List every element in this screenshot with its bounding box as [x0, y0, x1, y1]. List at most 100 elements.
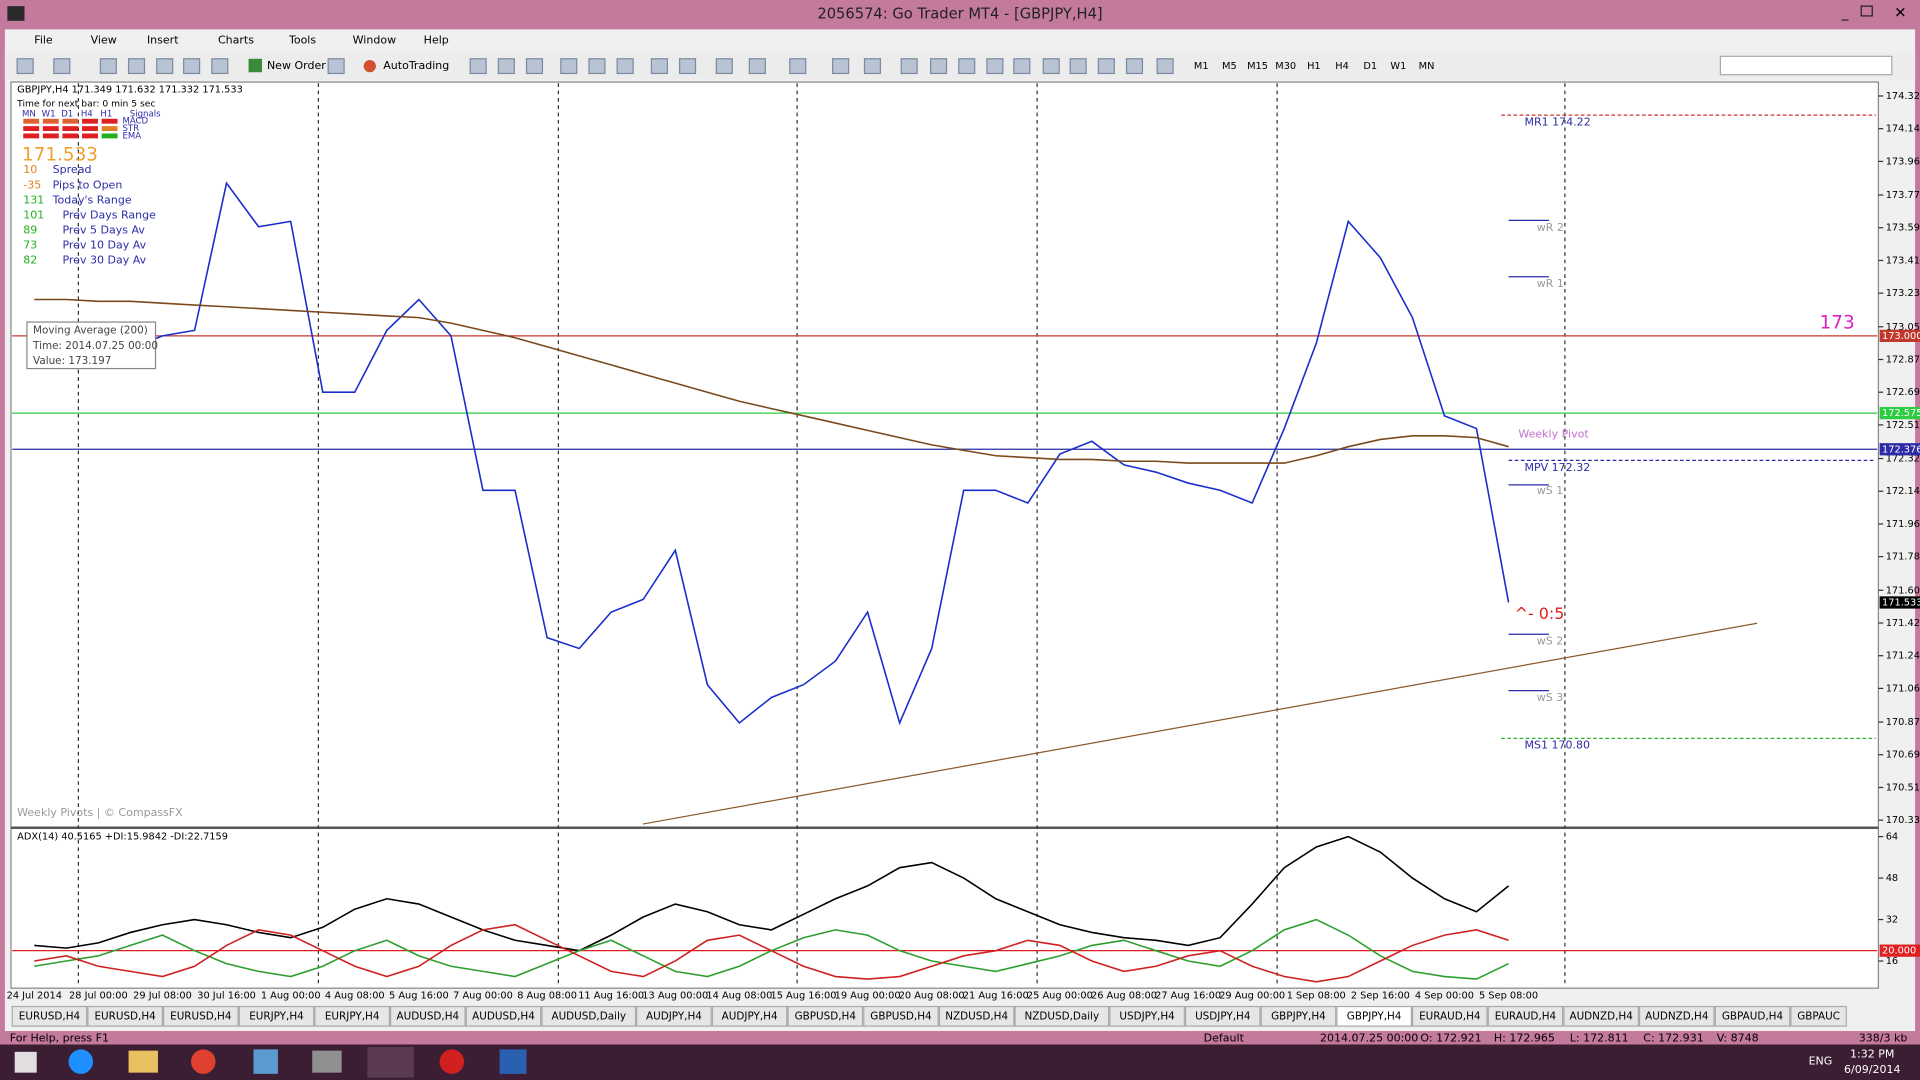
- toolbar-icon[interactable]: [211, 58, 229, 75]
- tab[interactable]: [1563, 1005, 1639, 1027]
- timeframe-button[interactable]: M5: [1222, 61, 1237, 72]
- timeframe-button[interactable]: M15: [1247, 61, 1268, 72]
- tab-label[interactable]: USDJPY,H4: [1119, 1010, 1175, 1022]
- explorer-icon[interactable]: [128, 1050, 158, 1073]
- timeframe-button[interactable]: H1: [1307, 61, 1321, 72]
- tab-label[interactable]: AUDUSD,H4: [472, 1010, 535, 1022]
- tab-label[interactable]: EURAUD,H4: [1419, 1010, 1481, 1022]
- tab[interactable]: [465, 1005, 542, 1027]
- tab[interactable]: [1487, 1005, 1564, 1027]
- toolbar-icon[interactable]: [789, 58, 807, 75]
- toolbar-icon[interactable]: [183, 58, 201, 75]
- app-icon-3[interactable]: [439, 1049, 465, 1074]
- tab-label[interactable]: GBPUSD,H4: [870, 1010, 932, 1022]
- tab-label[interactable]: GBPUSD,H4: [795, 1010, 857, 1022]
- new-order-button[interactable]: New Order: [267, 59, 326, 72]
- toolbar-icon[interactable]: [16, 58, 34, 75]
- tab[interactable]: [1638, 1005, 1715, 1027]
- tab-label[interactable]: AUDUSD,Daily: [551, 1010, 626, 1022]
- tab-label[interactable]: AUDJPY,H4: [722, 1010, 778, 1022]
- menu-item[interactable]: Help: [424, 33, 449, 46]
- tab[interactable]: [1714, 1005, 1791, 1027]
- timeframe-button[interactable]: D1: [1363, 61, 1377, 72]
- toolbar-icon[interactable]: [958, 58, 976, 75]
- timeframe-button[interactable]: M1: [1194, 61, 1209, 72]
- tab[interactable]: [390, 1005, 466, 1027]
- tab-label[interactable]: EURUSD,H4: [94, 1010, 156, 1022]
- tab[interactable]: [314, 1005, 391, 1027]
- toolbar-icon[interactable]: [156, 58, 174, 75]
- menu-item[interactable]: Window: [353, 33, 396, 46]
- tab[interactable]: [1014, 1005, 1110, 1027]
- word-icon[interactable]: [499, 1049, 527, 1074]
- menu-item[interactable]: Tools: [288, 33, 316, 46]
- tab[interactable]: [541, 1005, 637, 1027]
- app-icon-2[interactable]: [312, 1050, 342, 1073]
- tab[interactable]: [636, 1005, 712, 1027]
- toolbar-icon[interactable]: [1069, 58, 1087, 75]
- tab-label[interactable]: GBPAUD,H4: [1722, 1010, 1784, 1022]
- menu-item[interactable]: Insert: [147, 33, 179, 46]
- tab[interactable]: [1184, 1005, 1261, 1027]
- tab-label[interactable]: GBPJPY,H4: [1347, 1010, 1402, 1022]
- toolbar-icon[interactable]: [1042, 58, 1060, 75]
- toolbar-icon[interactable]: [560, 58, 578, 75]
- toolbar-icon[interactable]: [832, 58, 850, 75]
- tab[interactable]: [938, 1005, 1015, 1027]
- toolbar-icon[interactable]: [1156, 58, 1174, 75]
- tab[interactable]: [787, 1005, 864, 1027]
- toolbar-icon[interactable]: [1013, 58, 1031, 75]
- toolbar-icon[interactable]: [715, 58, 733, 75]
- toolbar-icon[interactable]: [986, 58, 1004, 75]
- toolbar-icon[interactable]: [525, 58, 544, 75]
- tab-label[interactable]: EURUSD,H4: [170, 1010, 232, 1022]
- tab-label[interactable]: AUDUSD,H4: [397, 1010, 460, 1022]
- toolbar-icon[interactable]: [99, 58, 117, 75]
- start-button[interactable]: [14, 1051, 37, 1073]
- tab-label[interactable]: AUDNZD,H4: [1569, 1010, 1633, 1022]
- toolbar-icon[interactable]: [748, 58, 766, 75]
- tab-label[interactable]: GBPJPY,H4: [1271, 1010, 1326, 1022]
- tab[interactable]: [1790, 1005, 1847, 1027]
- menu-item[interactable]: View: [91, 33, 117, 46]
- tab-label[interactable]: AUDJPY,H4: [646, 1010, 702, 1022]
- tab[interactable]: [711, 1005, 788, 1027]
- toolbar-icon[interactable]: [127, 58, 146, 75]
- toolbar-icon[interactable]: [678, 58, 697, 75]
- toolbar-icon[interactable]: [53, 58, 71, 75]
- toolbar-icon[interactable]: [588, 58, 606, 75]
- ie-icon[interactable]: [68, 1049, 94, 1074]
- menu-item[interactable]: Charts: [218, 33, 254, 46]
- auto-trading-button[interactable]: AutoTrading: [383, 59, 449, 72]
- close-button[interactable]: ✕: [1894, 4, 1906, 21]
- toolbar-icon[interactable]: [863, 58, 882, 75]
- tab[interactable]: [1411, 1005, 1488, 1027]
- tab-label[interactable]: USDJPY,H4: [1195, 1010, 1251, 1022]
- toolbar-icon[interactable]: [1125, 58, 1144, 75]
- toolbar-icon[interactable]: [900, 58, 918, 75]
- search-box[interactable]: [1719, 55, 1893, 76]
- toolbar-icon[interactable]: [616, 58, 634, 75]
- timeframe-button[interactable]: M30: [1275, 61, 1296, 72]
- tab-label[interactable]: EURUSD,H4: [19, 1010, 81, 1022]
- timeframe-button[interactable]: H4: [1335, 61, 1349, 72]
- tab[interactable]: [863, 1005, 939, 1027]
- menu-item[interactable]: File: [34, 33, 53, 46]
- mt4-task[interactable]: [367, 1046, 414, 1078]
- tab-label[interactable]: GBPAUC: [1797, 1010, 1840, 1022]
- minimize-button[interactable]: _: [1841, 6, 1849, 21]
- tab[interactable]: [162, 1005, 239, 1027]
- tab-label[interactable]: EURJPY,H4: [249, 1010, 304, 1022]
- tab[interactable]: [1260, 1005, 1337, 1027]
- toolbar-icon[interactable]: [930, 58, 948, 75]
- toolbar-icon[interactable]: [469, 58, 487, 75]
- tab-label[interactable]: AUDNZD,H4: [1645, 1010, 1709, 1022]
- maximize-button[interactable]: [1860, 5, 1873, 17]
- tab-label[interactable]: EURJPY,H4: [325, 1010, 380, 1022]
- tab[interactable]: [1109, 1005, 1185, 1027]
- tab-label[interactable]: NZDUSD,Daily: [1025, 1010, 1100, 1022]
- timeframe-button[interactable]: W1: [1390, 61, 1406, 72]
- tab[interactable]: [11, 1005, 88, 1027]
- toolbar-icon[interactable]: [327, 58, 345, 75]
- tab-label[interactable]: NZDUSD,H4: [945, 1010, 1008, 1022]
